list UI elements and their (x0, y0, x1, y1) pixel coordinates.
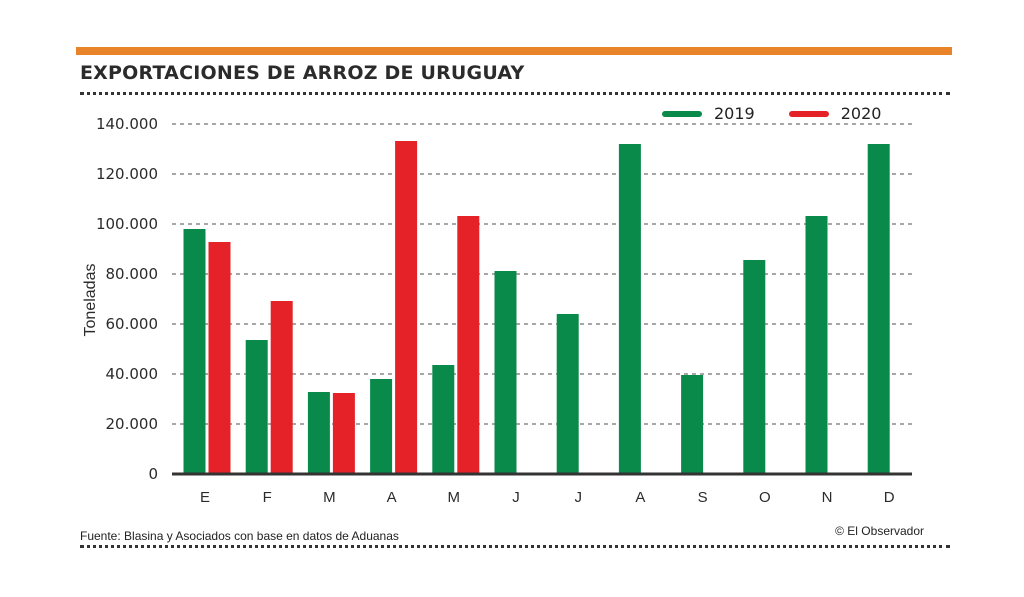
x-tick-label: A (635, 489, 645, 506)
y-tick-label: 140.000 (96, 115, 158, 133)
source-note: Fuente: Blasina y Asociados con base en … (80, 529, 399, 543)
bar-2019-4 (432, 365, 455, 474)
bar-2019-0 (183, 229, 206, 474)
x-tick-label: E (200, 489, 210, 506)
bar-2019-6 (556, 314, 579, 474)
legend-label-2019: 2019 (714, 104, 755, 123)
bar-2019-9 (743, 260, 766, 474)
bar-2019-8 (681, 375, 704, 474)
y-tick-label: 40.000 (106, 365, 159, 383)
y-tick-label: 0 (148, 465, 158, 483)
title-divider (80, 92, 950, 95)
legend-swatch-2020 (788, 110, 829, 117)
bar-2020-2 (332, 393, 355, 474)
x-tick-label: J (574, 489, 582, 506)
x-tick-label: O (759, 489, 771, 506)
legend-swatch-2019 (662, 110, 702, 117)
y-tick-label: 100.000 (96, 215, 158, 233)
x-tick-label: F (263, 489, 272, 506)
x-tick-label: M (323, 489, 336, 506)
x-tick-label: N (822, 489, 833, 506)
bar-2020-3 (395, 141, 418, 474)
bar-2019-1 (245, 340, 268, 474)
legend: 2019 2020 (662, 104, 881, 123)
chart-title: EXPORTACIONES DE ARROZ DE URUGUAY (80, 62, 525, 84)
x-tick-label: A (387, 489, 397, 506)
bar-2020-4 (457, 216, 480, 474)
x-tick-label: J (512, 489, 520, 506)
x-tick-label: D (884, 489, 895, 506)
bar-2019-11 (867, 144, 890, 474)
bar-2020-1 (270, 301, 293, 474)
bar-2019-2 (307, 392, 330, 474)
bar-2019-7 (618, 144, 641, 474)
y-tick-label: 20.000 (106, 415, 159, 433)
footer-divider (80, 545, 950, 548)
x-tick-label: S (698, 489, 708, 506)
bar-2019-10 (805, 216, 828, 474)
accent-bar (76, 47, 952, 55)
y-tick-label: 80.000 (106, 265, 159, 283)
x-tick-label: M (448, 489, 461, 506)
y-tick-label: 60.000 (106, 315, 159, 333)
bar-2020-0 (208, 242, 231, 474)
legend-label-2020: 2020 (840, 104, 882, 123)
bar-2019-3 (370, 379, 393, 474)
y-tick-label: 120.000 (96, 165, 158, 183)
credit-note: © El Observador (835, 524, 924, 538)
bar-2019-5 (494, 271, 517, 474)
y-axis-label: Toneladas (82, 264, 99, 337)
